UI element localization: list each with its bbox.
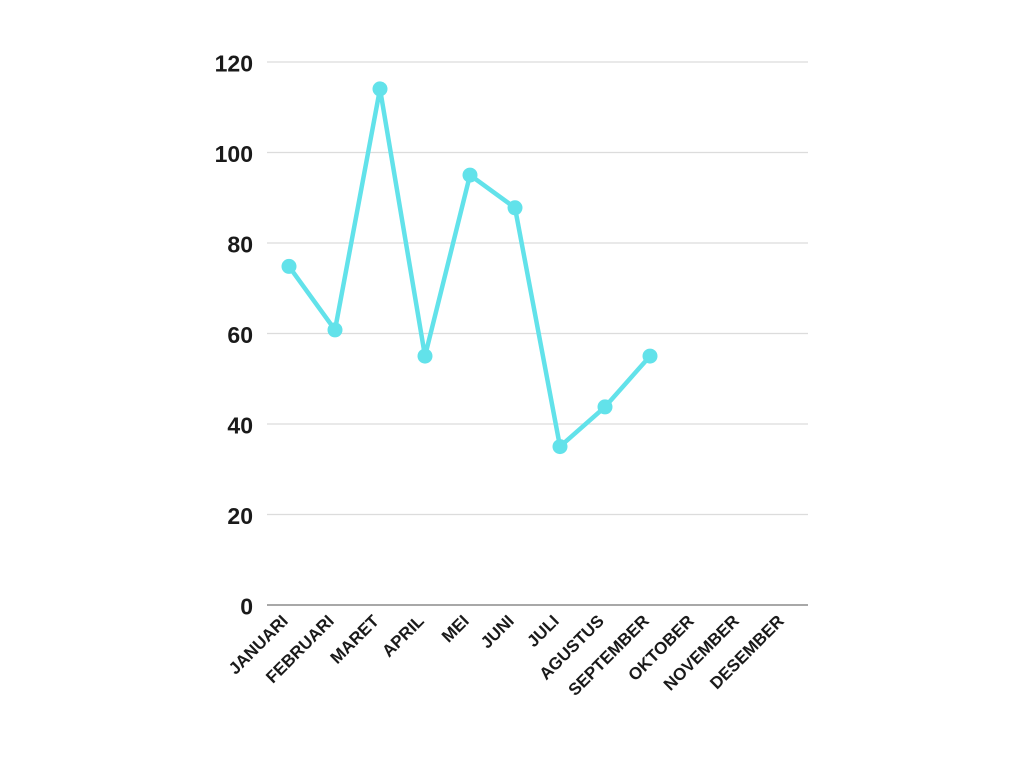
- svg-text:100: 100: [215, 141, 253, 167]
- svg-text:MEI: MEI: [438, 611, 473, 646]
- svg-text:20: 20: [227, 503, 253, 529]
- svg-text:JUNI: JUNI: [477, 611, 518, 652]
- svg-text:40: 40: [227, 413, 253, 439]
- svg-text:MARET: MARET: [327, 611, 384, 668]
- svg-text:60: 60: [227, 322, 253, 348]
- svg-text:APRIL: APRIL: [378, 611, 427, 660]
- svg-text:0: 0: [240, 594, 253, 620]
- svg-text:JULI: JULI: [523, 611, 562, 650]
- svg-text:80: 80: [227, 232, 253, 258]
- svg-text:120: 120: [215, 51, 253, 77]
